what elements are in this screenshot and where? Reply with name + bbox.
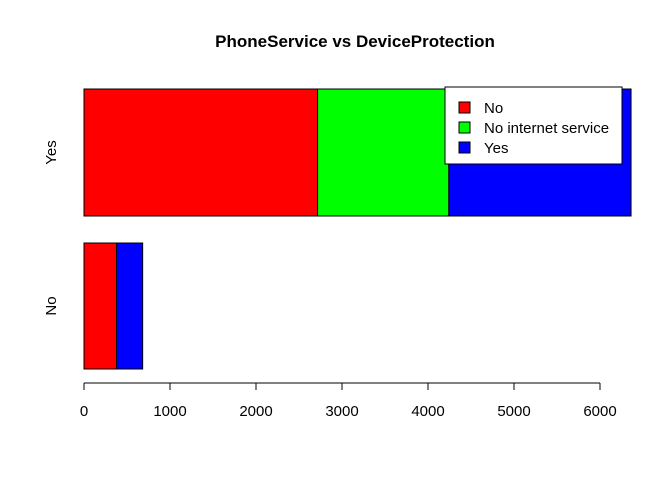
category-label: Yes xyxy=(43,140,60,164)
chart-title: PhoneService vs DeviceProtection xyxy=(215,32,495,51)
x-tick-label: 5000 xyxy=(497,403,530,420)
x-tick-label: 4000 xyxy=(411,403,444,420)
bar-segment-yes-no xyxy=(83,88,319,217)
bar-segment-no-yes xyxy=(116,242,144,370)
category-label: No xyxy=(43,296,60,315)
x-tick-label: 2000 xyxy=(239,403,272,420)
bar-segment-yes-no-internet-service xyxy=(317,88,450,217)
legend-swatch xyxy=(458,101,471,114)
bar-segment-no-no xyxy=(83,242,118,370)
x-tick-label: 3000 xyxy=(325,403,358,420)
legend-swatch xyxy=(458,141,471,154)
legend-label: No xyxy=(484,100,503,117)
legend: No No internet service Yes xyxy=(444,86,623,165)
category-labels: No Yes xyxy=(43,140,60,315)
legend-label: Yes xyxy=(484,140,508,157)
x-tick-label: 0 xyxy=(80,403,88,420)
legend-box xyxy=(444,86,623,165)
x-axis: 0 1000 2000 3000 4000 5000 6000 xyxy=(80,382,617,420)
x-tick-label: 1000 xyxy=(153,403,186,420)
legend-label: No internet service xyxy=(484,120,609,137)
x-tick-label: 6000 xyxy=(583,403,616,420)
legend-swatch xyxy=(458,121,471,134)
